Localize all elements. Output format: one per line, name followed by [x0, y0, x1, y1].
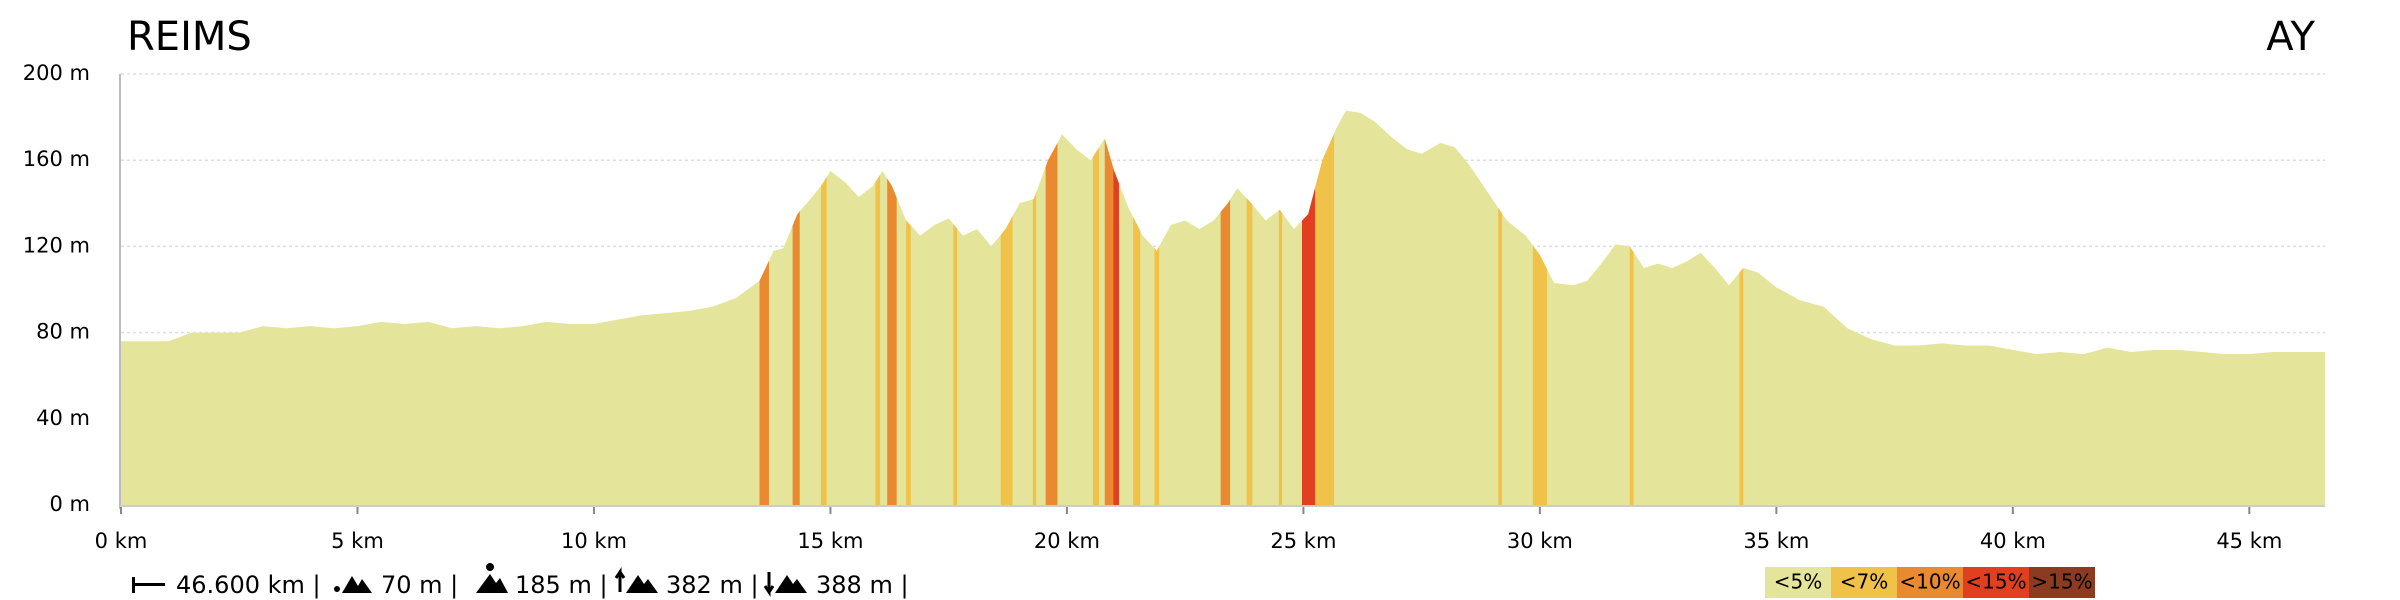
gradient-band [1498, 110, 1503, 505]
legend-swatch [1897, 567, 1963, 598]
icon-descent [763, 572, 775, 597]
icon-max [476, 574, 508, 593]
legend-swatch [2029, 567, 2095, 598]
legend-swatch [1963, 567, 2029, 598]
x-tick-label: 5 km [331, 529, 384, 553]
stat: 382 m | [666, 571, 759, 599]
gradient-band [1278, 110, 1283, 505]
icon-min [334, 586, 340, 592]
gradient-band [1133, 110, 1141, 505]
x-tick-label: 15 km [797, 529, 863, 553]
x-tick-label: 40 km [1980, 529, 2046, 553]
x-tick-label: 35 km [1743, 529, 1809, 553]
icon-max [486, 563, 494, 571]
gradient-band [906, 110, 911, 505]
gradient-band [1220, 110, 1231, 505]
gradient-band [1246, 110, 1253, 505]
gradient-band [1092, 110, 1100, 505]
gradient-band [875, 110, 881, 505]
icon-descent [775, 575, 807, 593]
x-tick-label: 25 km [1270, 529, 1336, 553]
gradient-band [1532, 110, 1547, 505]
gradient-band [1032, 110, 1037, 505]
gradient-band [887, 110, 897, 505]
gradient-bands [759, 110, 1744, 505]
x-tick-label: 0 km [95, 529, 148, 553]
icon-distance [132, 577, 135, 593]
legend-swatch [1765, 567, 1831, 598]
y-tick-label: 0 m [50, 492, 91, 516]
x-tick-label: 30 km [1507, 529, 1573, 553]
gradient-band [1301, 110, 1316, 505]
gradient-band [820, 110, 827, 505]
legend-swatch [1831, 567, 1897, 598]
stat: 388 m | [816, 571, 909, 599]
gradient-band [1739, 110, 1744, 505]
stat: 46.600 km | [176, 571, 321, 599]
y-tick-label: 120 m [23, 233, 90, 257]
icon-climb [614, 567, 626, 592]
gradient-band [1315, 110, 1335, 505]
y-tick-label: 40 m [36, 406, 90, 430]
gradient-band [1000, 110, 1013, 505]
x-tick-label: 20 km [1034, 529, 1100, 553]
gradient-band [1045, 110, 1058, 505]
legend-label: <15% [1965, 570, 2026, 594]
icon-min [342, 576, 372, 593]
gradient-band [1154, 110, 1160, 505]
stat-icons [132, 563, 807, 597]
gradient-band [1113, 110, 1119, 505]
legend-label: >15% [2031, 570, 2092, 594]
gradient-band [792, 110, 800, 505]
gradient-band [953, 110, 958, 505]
gradient-band [1629, 110, 1634, 505]
end-label: AY [2266, 14, 2315, 60]
icon-distance [135, 583, 165, 586]
legend-label: <5% [1774, 570, 1823, 594]
gradient-band [1104, 110, 1114, 505]
y-tick-label: 80 m [36, 320, 90, 344]
x-tick-label: 45 km [2216, 529, 2282, 553]
legend-label: <7% [1840, 570, 1889, 594]
stat: 70 m | [381, 571, 458, 599]
gradient-band [759, 110, 769, 505]
y-tick-label: 160 m [23, 147, 90, 171]
y-tick-label: 200 m [23, 61, 90, 85]
x-tick-label: 10 km [561, 529, 627, 553]
legend-label: <10% [1899, 570, 1960, 594]
start-label: REIMS [127, 14, 252, 60]
icon-climb [626, 575, 658, 593]
stat: 185 m | [515, 571, 608, 599]
